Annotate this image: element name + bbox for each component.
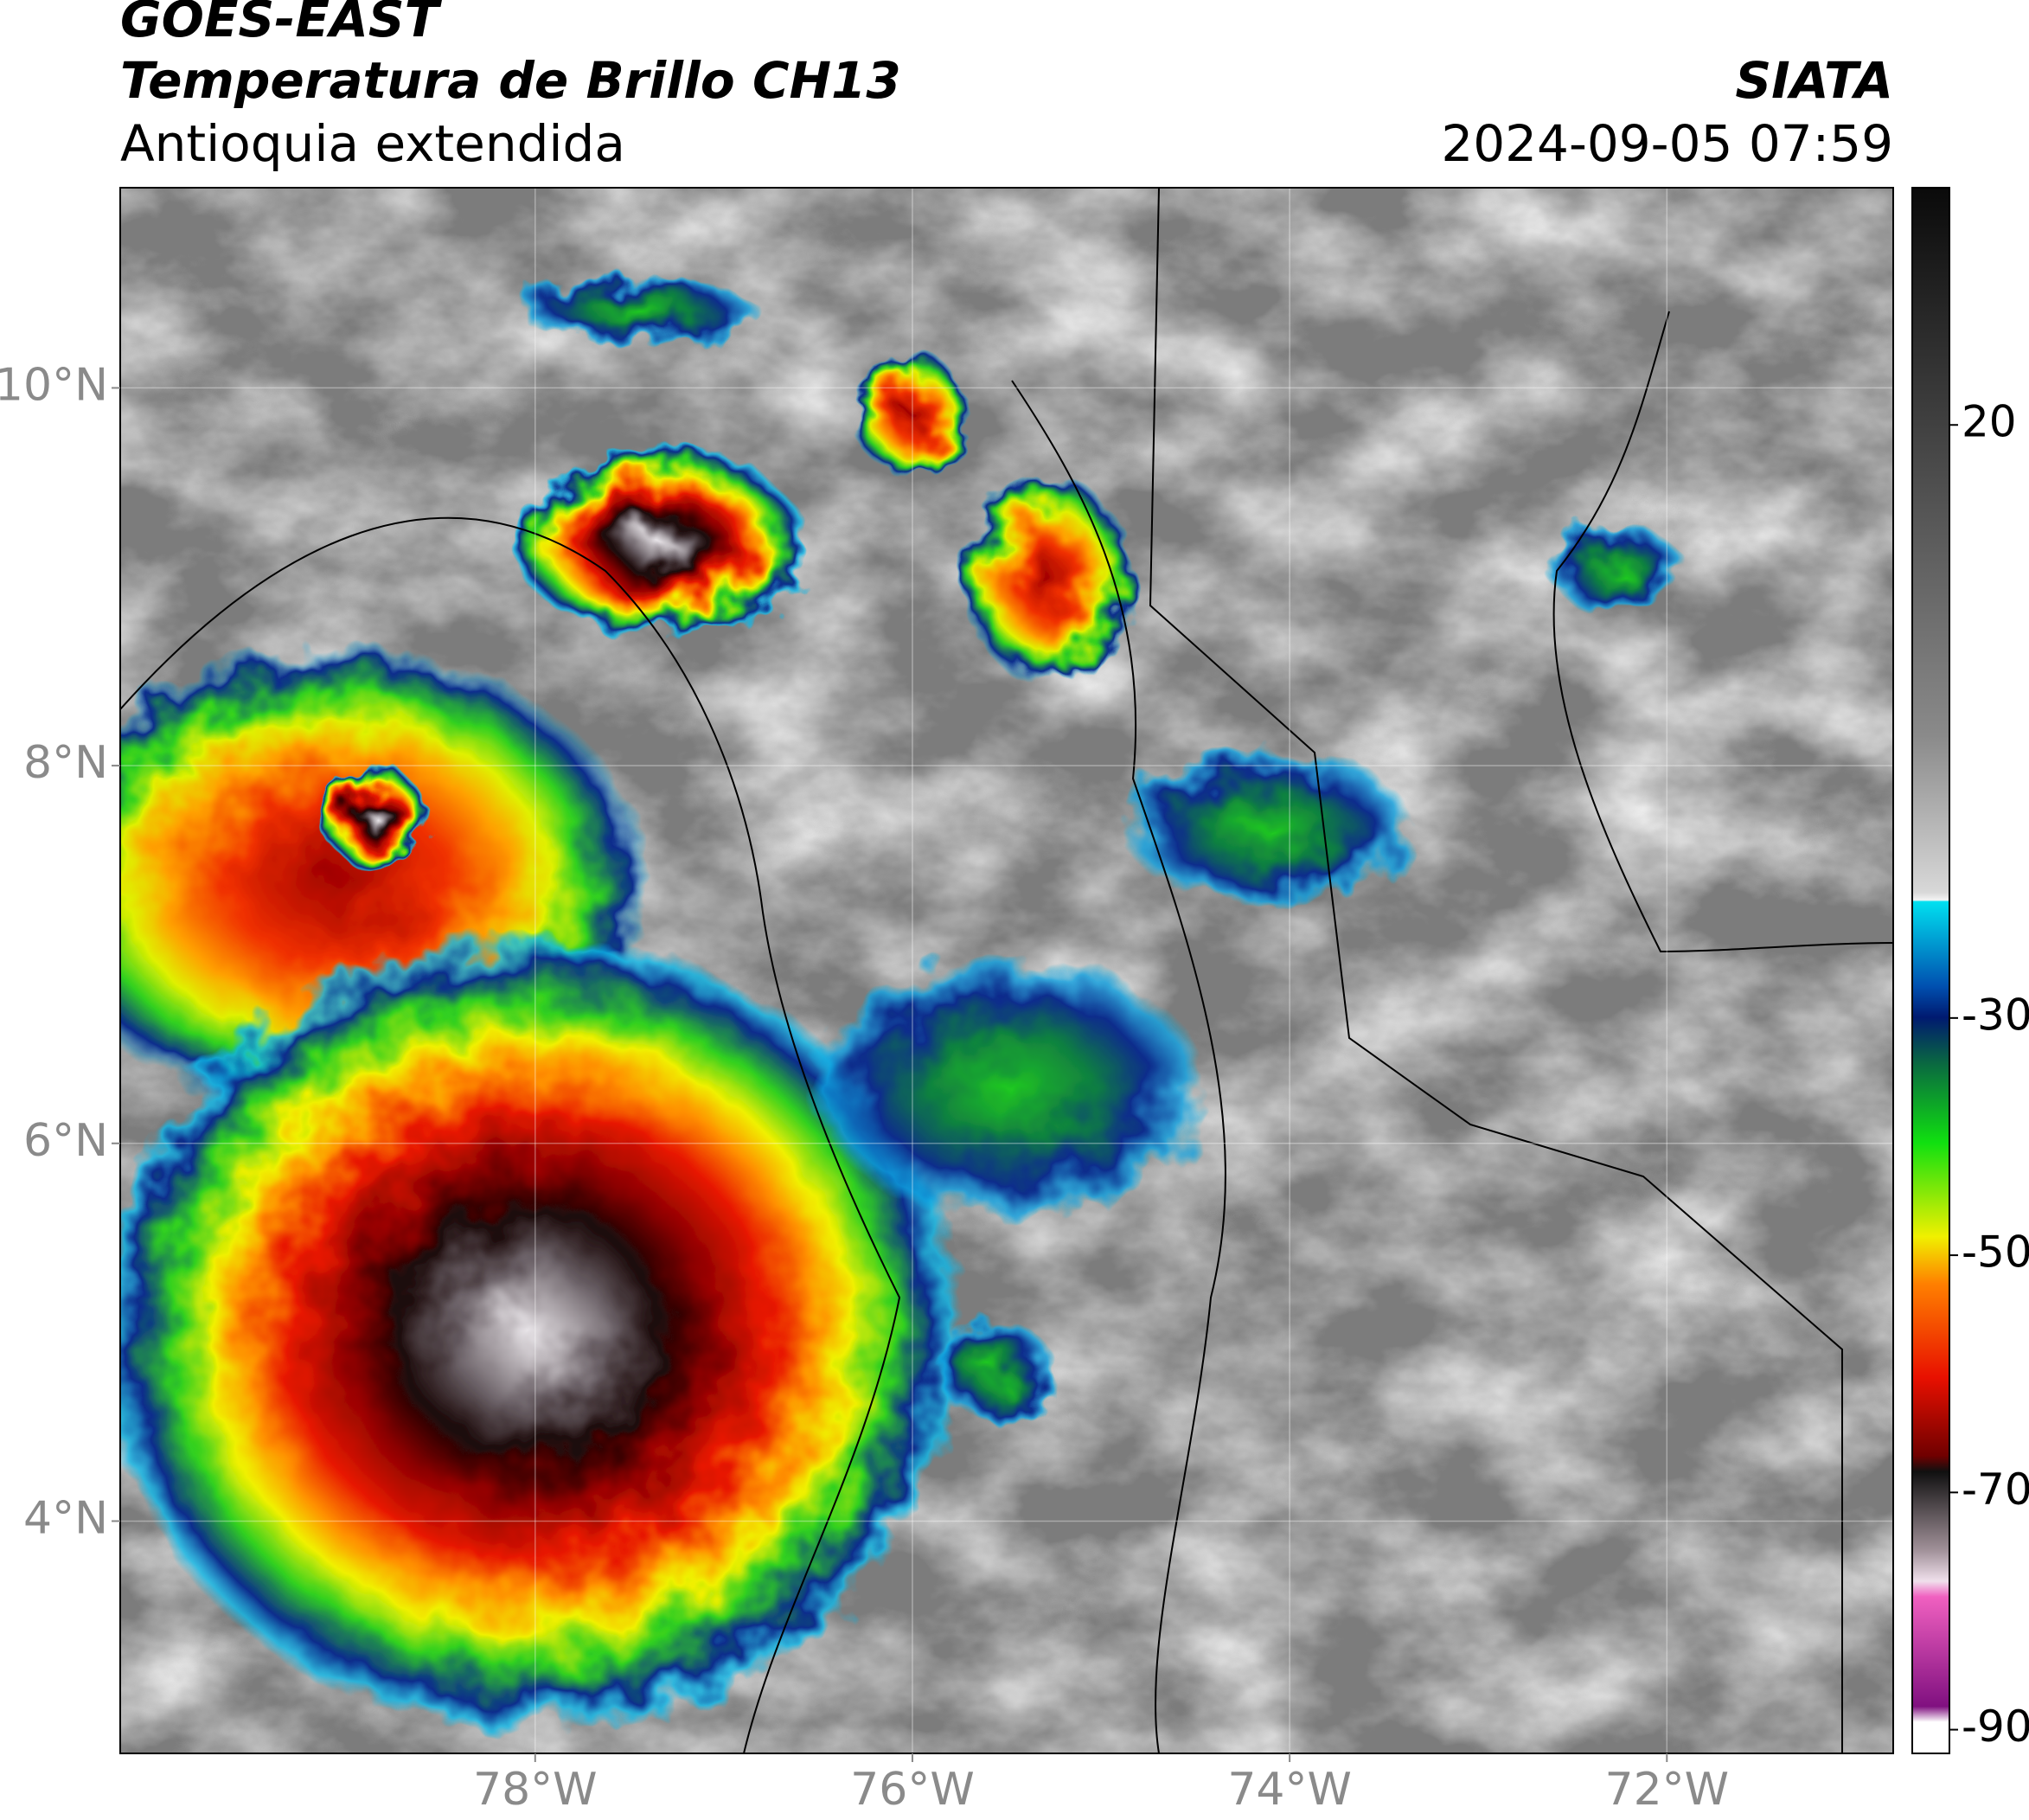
x-tick-label: 72°W: [1605, 1764, 1730, 1816]
colorbar-tick-label: 20: [1962, 397, 2017, 447]
x-tick-label: 76°W: [850, 1764, 975, 1816]
y-tick-label: 8°N: [23, 737, 108, 789]
cell: [1121, 750, 1415, 906]
title: GOES-EAST: [120, 0, 443, 48]
borders: [120, 188, 1893, 1753]
border: [1011, 380, 1226, 1753]
y-tick-label: 4°N: [23, 1492, 108, 1544]
y-tick-label: 6°N: [23, 1115, 108, 1167]
colorbar-tick-label: -30: [1962, 990, 2029, 1040]
border: [1552, 311, 1893, 953]
cell: [513, 448, 807, 638]
cell: [962, 476, 1135, 683]
grid: [120, 188, 1893, 1753]
plot-frame: [119, 187, 1894, 1754]
border: [1149, 188, 1843, 1753]
colorbar-tick-label: -90: [1962, 1701, 2029, 1752]
timestamp: 2024-09-05 07:59: [1441, 114, 1893, 173]
x-tick-label: 78°W: [473, 1764, 598, 1816]
cell: [852, 355, 973, 476]
source: SIATA: [1735, 51, 1893, 110]
cell: [323, 766, 427, 869]
subtitle: Temperatura de Brillo CH13: [120, 51, 901, 110]
cell: [810, 958, 1208, 1217]
colorbar-tick-label: -50: [1962, 1227, 2029, 1278]
x-tick-label: 74°W: [1227, 1764, 1352, 1816]
convective-cells: [120, 277, 1687, 1731]
y-tick-label: 10°N: [0, 359, 108, 411]
cell: [120, 935, 963, 1731]
cell: [936, 1320, 1057, 1424]
colorbar: [1911, 187, 1950, 1754]
colorbar-tick-label: -70: [1962, 1464, 2029, 1515]
cell: [1548, 526, 1687, 612]
border: [120, 516, 901, 1753]
cell: [519, 277, 761, 346]
imagery: [120, 188, 1893, 1753]
region: Antioquia extendida: [120, 114, 625, 173]
